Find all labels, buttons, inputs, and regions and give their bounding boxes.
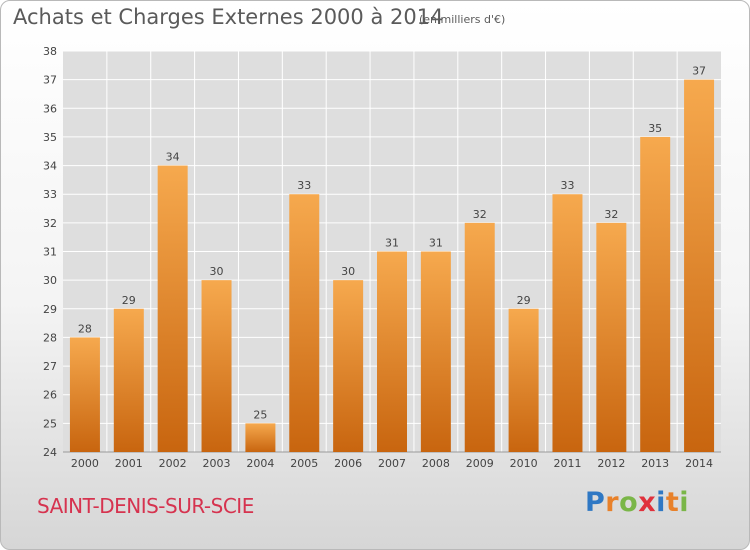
data-label-2003: 30 [210, 265, 224, 278]
x-tick-label-2001: 2001 [115, 457, 143, 470]
y-tick-label: 35 [43, 131, 57, 144]
y-tick-label: 28 [43, 331, 57, 344]
chart-unit: (en milliers d'€) [419, 13, 506, 26]
x-tick-label-2002: 2002 [159, 457, 187, 470]
y-tick-label: 31 [43, 246, 57, 259]
data-label-2000: 28 [78, 322, 92, 335]
data-label-2010: 29 [517, 294, 531, 307]
x-tick-label-2009: 2009 [466, 457, 494, 470]
bar-2014 [684, 79, 715, 453]
logo-letter: i [679, 487, 690, 518]
logo-letter: r [605, 487, 620, 518]
y-tick-label: 34 [43, 160, 57, 173]
data-label-2004: 25 [253, 408, 267, 421]
chart-title: Achats et Charges Externes 2000 à 2014 [13, 5, 444, 29]
y-tick-label: 38 [43, 45, 57, 58]
x-tick-label-2000: 2000 [71, 457, 99, 470]
data-label-2011: 33 [560, 179, 574, 192]
bar-2005 [289, 194, 320, 452]
logo-letter: i [656, 487, 666, 518]
y-tick-label: 25 [43, 417, 57, 430]
logo-letter: o [619, 487, 639, 518]
x-tick-label-2011: 2011 [553, 457, 581, 470]
bar-2004 [245, 423, 276, 452]
y-tick-label: 32 [43, 217, 57, 230]
bar-2013 [640, 136, 671, 452]
bar-2011 [552, 194, 583, 452]
data-label-2007: 31 [385, 237, 399, 250]
bar-2007 [377, 251, 407, 452]
bar-2003 [201, 280, 232, 452]
y-tick-label: 36 [43, 102, 57, 115]
bar-2001 [113, 308, 144, 452]
data-label-2014: 37 [692, 65, 706, 78]
commune-name: SAINT-DENIS-SUR-SCIE [37, 494, 254, 518]
data-label-2006: 30 [341, 265, 355, 278]
x-tick-label-2006: 2006 [334, 457, 362, 470]
x-tick-label-2012: 2012 [597, 457, 625, 470]
proxiti-logo: Proxiti [585, 487, 689, 518]
logo-letter: P [585, 487, 606, 518]
bar-2012 [596, 222, 627, 452]
x-tick-label-2014: 2014 [685, 457, 713, 470]
x-tick-label-2010: 2010 [510, 457, 538, 470]
data-label-2009: 32 [473, 208, 487, 221]
bar-2000 [69, 337, 100, 452]
bar-2002 [157, 165, 188, 453]
data-label-2001: 29 [122, 294, 136, 307]
data-label-2013: 35 [648, 122, 662, 135]
bar-2006 [333, 280, 364, 452]
y-tick-label: 24 [43, 446, 57, 459]
data-label-2012: 32 [604, 208, 618, 221]
y-tick-label: 37 [43, 74, 57, 87]
logo-letter: x [638, 487, 657, 518]
bar-2010 [508, 308, 539, 452]
x-tick-label-2013: 2013 [641, 457, 669, 470]
data-label-2008: 31 [429, 237, 443, 250]
y-tick-label: 33 [43, 188, 57, 201]
y-tick-label: 26 [43, 389, 57, 402]
x-tick-label-2005: 2005 [290, 457, 318, 470]
y-tick-label: 27 [43, 360, 57, 373]
x-tick-label-2004: 2004 [246, 457, 274, 470]
logo-letter: t [665, 487, 680, 518]
data-label-2005: 33 [297, 179, 311, 192]
data-label-2002: 34 [166, 151, 180, 164]
x-tick-label-2003: 2003 [203, 457, 231, 470]
x-tick-label-2007: 2007 [378, 457, 406, 470]
x-tick-label-2008: 2008 [422, 457, 450, 470]
bar-2008 [420, 251, 451, 452]
bar-2009 [464, 222, 495, 452]
y-tick-label: 30 [43, 274, 57, 287]
y-tick-label: 29 [43, 303, 57, 316]
